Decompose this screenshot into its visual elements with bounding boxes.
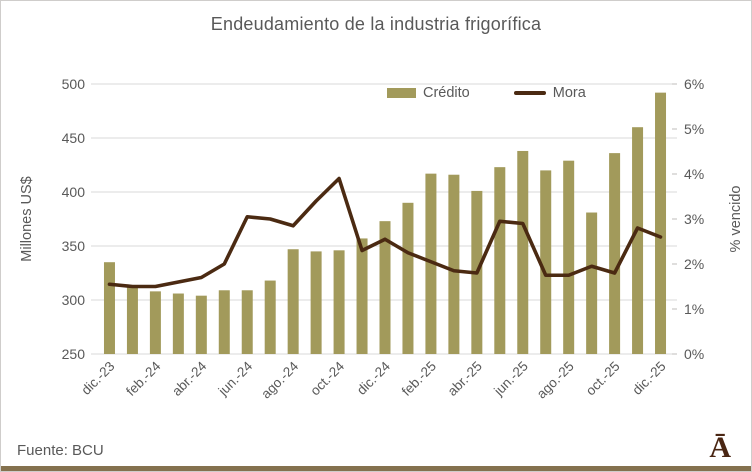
chart-title: Endeudamiento de la industria frigorífic…	[210, 14, 542, 34]
x-tick-label: dic.-24	[354, 358, 394, 398]
bar-credito	[609, 153, 621, 354]
bar-credito	[172, 293, 184, 354]
y-tick-label-right: 3%	[684, 211, 704, 227]
y-tick-label-right: 4%	[684, 166, 704, 182]
y-tick-label-right: 1%	[684, 301, 704, 317]
legend-item-mora: Mora	[513, 85, 586, 101]
legend: Crédito Mora	[387, 85, 586, 101]
x-tick-label: oct.-24	[307, 358, 347, 398]
y-tick-label-left: 300	[62, 292, 86, 308]
bar-credito	[264, 280, 276, 354]
x-tick-label: oct.-25	[583, 359, 623, 399]
y-tick-label-right: 6%	[684, 76, 704, 92]
x-tick-label: dic.-25	[629, 359, 668, 398]
bar-credito	[448, 174, 460, 354]
x-tick-label: jun.-24	[215, 358, 256, 399]
bar-credito	[333, 250, 345, 354]
bar-credito	[425, 173, 437, 354]
bar-credito	[241, 290, 253, 354]
legend-label-mora: Mora	[552, 85, 586, 101]
credito-swatch-icon	[387, 88, 416, 98]
x-tick-label: dic.-23	[78, 359, 117, 398]
y-tick-label-left: 500	[62, 76, 86, 92]
bar-credito	[402, 202, 414, 354]
bar-credito	[517, 150, 529, 354]
bar-credito	[632, 127, 644, 354]
right-axis-title: % vencido	[728, 185, 744, 253]
bar-credito	[379, 221, 391, 354]
legend-item-credito: Crédito	[387, 85, 470, 101]
source-text: Fuente: BCU	[17, 442, 104, 459]
x-tick-label: abr.-24	[169, 358, 210, 399]
mora-line	[107, 176, 663, 289]
bar-credito	[655, 92, 667, 354]
bar-credito	[563, 160, 575, 354]
x-tick-label: ago.-25	[534, 359, 577, 402]
bar-credito	[586, 212, 598, 354]
bar-credito	[287, 249, 299, 354]
legend-label-credito: Crédito	[423, 85, 470, 101]
y-tick-label-left: 350	[62, 238, 86, 254]
left-axis-title: Millones US$	[19, 176, 35, 262]
brand-logo: Ā	[709, 431, 731, 464]
x-tick-label: jun.-25	[490, 359, 531, 400]
y-tick-label-left: 250	[62, 346, 86, 362]
mora-swatch-icon	[513, 91, 546, 95]
y-tick-label-left: 450	[62, 130, 86, 146]
bar-credito	[218, 290, 230, 354]
bar-credito	[356, 238, 368, 354]
bar-credito	[540, 170, 552, 354]
x-tick-label: feb.-25	[399, 359, 439, 399]
bar-credito	[103, 262, 115, 354]
y-tick-label-right: 0%	[684, 346, 704, 362]
y-tick-label-right: 2%	[684, 256, 704, 272]
x-tick-label: feb.-24	[123, 358, 164, 399]
x-tick-label: ago.-24	[258, 358, 301, 401]
bar-credito	[494, 167, 506, 354]
bar-credito	[126, 287, 138, 354]
y-tick-label-right: 5%	[684, 121, 704, 137]
y-tick-label-left: 400	[62, 184, 86, 200]
bar-credito	[195, 295, 207, 354]
bar-credito	[149, 291, 161, 354]
x-tick-label: abr.-25	[445, 359, 485, 399]
bottom-accent-strip	[1, 466, 751, 471]
bar-credito	[310, 251, 322, 354]
